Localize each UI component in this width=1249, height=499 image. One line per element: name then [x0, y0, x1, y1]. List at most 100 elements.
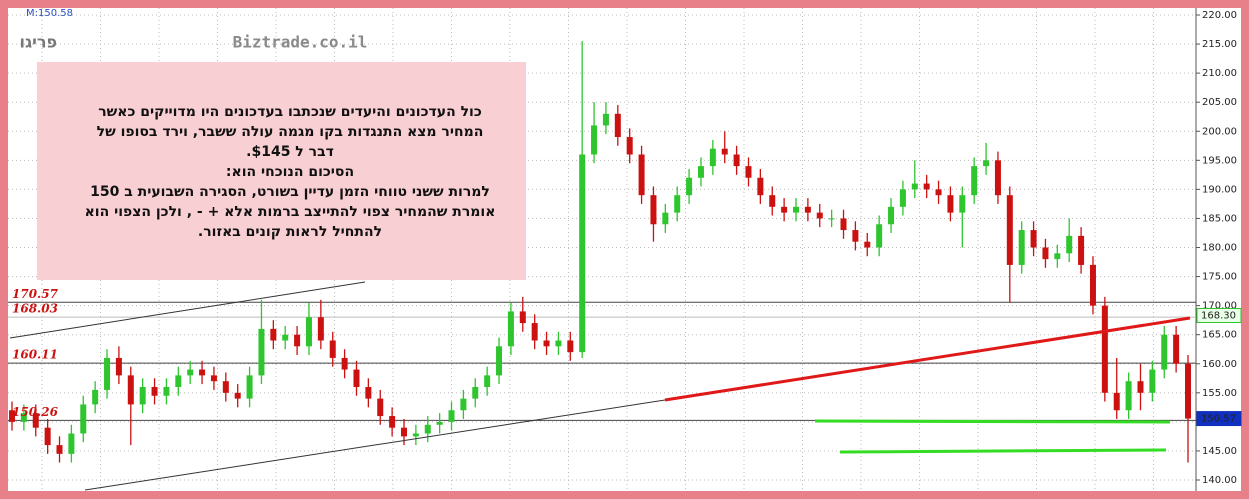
candle-body — [1149, 369, 1156, 393]
y-tick-label: 220.00 — [1202, 10, 1237, 21]
y-tick-label: 190.00 — [1202, 184, 1237, 195]
price-marker-label: 150.57 — [1201, 414, 1236, 425]
candle-body — [139, 387, 146, 405]
candle-body — [579, 154, 586, 353]
candle-body — [9, 410, 15, 422]
candle-body — [876, 224, 883, 248]
y-tick-label: 205.00 — [1202, 97, 1237, 108]
candle-body — [187, 369, 194, 376]
candle-body — [92, 389, 99, 405]
watermark: Biztrade.co.il — [233, 33, 368, 52]
candle-body — [44, 427, 51, 446]
trend-line-red — [664, 316, 1191, 402]
annotation-line: למרות ששני טווחי הזמן עדיין בשורט, הסגיר… — [90, 184, 490, 200]
data-layer — [8, 41, 1196, 463]
candle-body — [377, 398, 384, 417]
candle-body — [115, 357, 122, 376]
candle-body — [270, 328, 277, 341]
candle-body — [1137, 381, 1144, 393]
annotation-line: להתחיל לראות קונים באזור. — [198, 224, 382, 240]
candle-body — [555, 340, 562, 347]
annotation-line: הסיכום הנוכחי הוא: — [226, 164, 354, 180]
candle-body — [828, 218, 835, 220]
candle-body — [959, 195, 966, 213]
candle-body — [674, 195, 681, 213]
candle-body — [864, 241, 871, 248]
y-tick-label: 185.00 — [1202, 213, 1237, 224]
trend-channel-lower — [84, 399, 666, 491]
candle-body — [341, 357, 348, 370]
candle-body — [888, 206, 895, 225]
candle-body — [317, 317, 324, 341]
candle-body — [1185, 363, 1191, 419]
candle-body — [543, 340, 550, 347]
candle-body — [1113, 392, 1120, 411]
candle-body — [484, 375, 491, 387]
chart-title: פריגו — [19, 33, 57, 52]
candle-body — [80, 404, 87, 434]
candle-body — [294, 334, 301, 347]
y-tick-label: 195.00 — [1202, 155, 1237, 166]
candle-body — [591, 125, 598, 155]
candle-body — [1066, 235, 1073, 254]
level-label: 170.57 — [12, 287, 59, 301]
y-tick-label: 170.00 — [1202, 301, 1237, 312]
candle-body — [852, 230, 859, 242]
support-line — [839, 448, 1167, 454]
candle-body — [531, 323, 538, 341]
candle-body — [460, 398, 467, 411]
annotation-line: המחיר מצא התנגדות בקו מגמה עולה ששבר, וי… — [97, 124, 484, 140]
candle-body — [745, 166, 752, 178]
candle-body — [234, 392, 241, 399]
candle-body — [1125, 381, 1132, 411]
candle-body — [1042, 247, 1049, 260]
candle-body — [329, 340, 336, 358]
candle-body — [1006, 195, 1013, 265]
candle-body — [104, 357, 111, 390]
candle-body — [68, 433, 75, 454]
annotation-line: אומרת שהמחיר צפוי להתייצב ברמות אלא + - … — [85, 204, 496, 220]
candle-body — [424, 424, 431, 434]
candle-body — [210, 375, 217, 382]
candle-body — [496, 346, 503, 376]
candle-body — [697, 166, 704, 178]
candle-body — [448, 410, 455, 422]
candle-body — [614, 113, 621, 138]
candle-body — [602, 113, 609, 126]
candle-body — [20, 413, 27, 422]
candle-body — [199, 369, 206, 376]
level-label: 168.03 — [12, 302, 58, 316]
annotation: כול העדכונים והיעדים שנכתבו בעדכונים היו… — [85, 104, 496, 240]
candle-body — [282, 334, 289, 341]
candle-body — [971, 166, 978, 196]
candle-body — [32, 413, 39, 428]
candle-body — [258, 328, 265, 376]
candle-body — [983, 160, 990, 167]
candle-body — [638, 154, 645, 196]
candle-body — [709, 148, 716, 167]
candle-body — [935, 189, 942, 196]
y-tick-label: 210.00 — [1202, 68, 1237, 79]
candle-body — [804, 206, 811, 213]
candle-body — [781, 206, 788, 213]
y-tick-label: 155.00 — [1202, 388, 1237, 399]
candle-body — [175, 375, 182, 387]
y-tick-label: 180.00 — [1202, 243, 1237, 254]
y-tick-label: 165.00 — [1202, 330, 1237, 341]
annotation-box — [37, 62, 526, 280]
candle-body — [1018, 230, 1025, 265]
candle-body — [56, 445, 63, 454]
candle-body — [793, 206, 799, 213]
candle-body — [994, 160, 1001, 196]
annotation-line: דבר ל $145. — [246, 144, 334, 160]
candle-body — [507, 311, 514, 347]
level-label: 150.26 — [12, 405, 59, 419]
candle-body — [365, 387, 372, 399]
candle-body — [222, 381, 229, 393]
candle-body — [757, 177, 764, 196]
candle-body — [733, 154, 740, 167]
candle-body — [519, 311, 526, 324]
candle-body — [1078, 235, 1085, 265]
candle-body — [401, 427, 407, 437]
